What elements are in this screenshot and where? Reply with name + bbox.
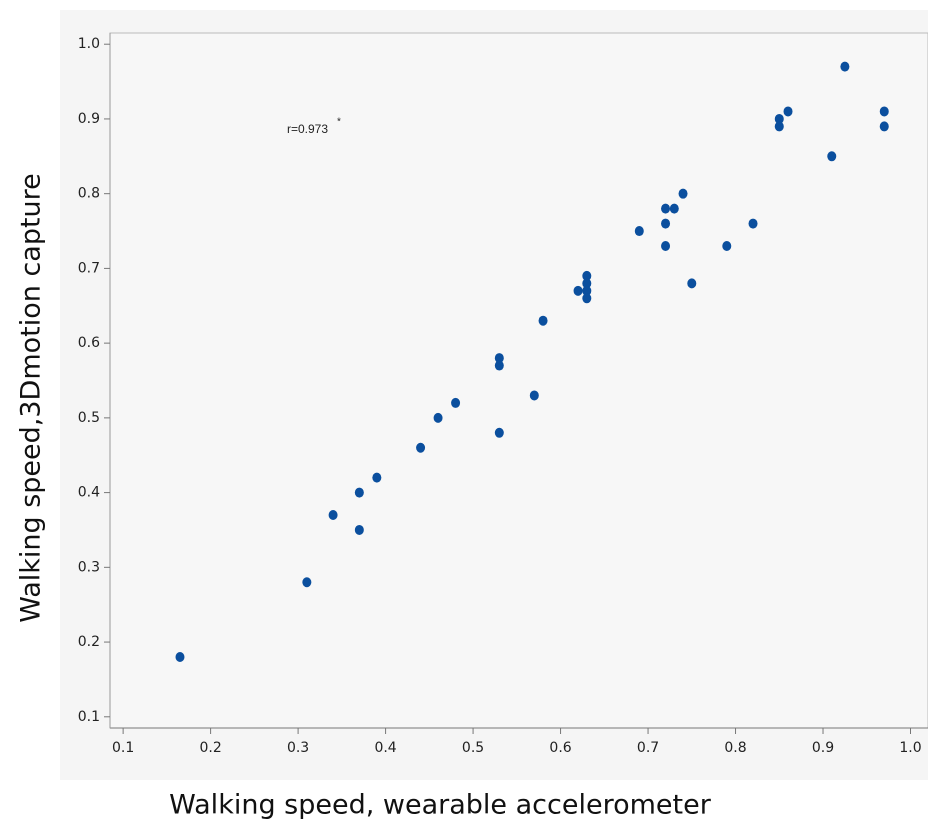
point <box>774 121 784 132</box>
annotation-mark: * <box>337 117 341 128</box>
point <box>494 353 504 364</box>
point <box>840 61 850 72</box>
point <box>451 397 461 408</box>
point <box>372 472 382 483</box>
annotation: r=0.973 <box>287 122 328 136</box>
x-tick-label: 0.4 <box>374 740 396 756</box>
y-tick-label: 0.5 <box>78 410 100 426</box>
x-axis-label: Walking speed, wearable accelerometer <box>169 790 712 821</box>
point <box>774 113 784 124</box>
x-tick-label: 0.2 <box>199 740 221 756</box>
y-tick-label: 0.4 <box>78 485 100 501</box>
point <box>416 442 426 453</box>
point <box>827 151 837 162</box>
x-tick-label: 0.1 <box>112 740 134 756</box>
point <box>582 278 592 289</box>
point <box>175 652 185 663</box>
point <box>783 106 793 117</box>
point <box>328 510 338 521</box>
point <box>433 412 443 423</box>
point <box>582 293 592 304</box>
x-tick-label: 0.8 <box>724 740 746 756</box>
point <box>678 188 688 199</box>
point <box>538 315 548 326</box>
x-tick-label: 0.7 <box>637 740 659 756</box>
point <box>661 240 671 251</box>
y-tick-label: 0.8 <box>78 186 100 202</box>
point <box>634 226 644 237</box>
x-tick-label: 0.6 <box>549 740 571 756</box>
y-axis-label: Walking speed,3Dmotion capture <box>16 173 47 623</box>
point <box>529 390 539 401</box>
point <box>879 106 889 117</box>
y-tick-label: 0.1 <box>78 709 100 725</box>
y-tick-label: 1.0 <box>78 36 100 52</box>
y-tick-label: 0.7 <box>78 260 100 276</box>
point <box>722 240 732 251</box>
point <box>661 203 671 214</box>
point <box>582 270 592 281</box>
x-tick-label: 0.9 <box>812 740 834 756</box>
y-tick-label: 0.6 <box>78 335 100 351</box>
point <box>354 524 364 535</box>
point <box>687 278 697 289</box>
point <box>748 218 758 229</box>
plot-area <box>109 32 928 729</box>
point <box>354 487 364 498</box>
point <box>879 121 889 132</box>
point <box>669 203 679 214</box>
y-tick-label: 0.2 <box>78 634 100 650</box>
point <box>302 577 312 588</box>
y-tick-label: 0.9 <box>78 111 100 127</box>
point <box>494 427 504 438</box>
x-tick-label: 0.3 <box>287 740 309 756</box>
point <box>661 218 671 229</box>
x-tick-label: 1.0 <box>899 740 921 756</box>
x-tick-label: 0.5 <box>462 740 484 756</box>
point <box>582 285 592 296</box>
point <box>494 360 504 371</box>
y-tick-label: 0.3 <box>78 559 100 575</box>
point <box>573 285 583 296</box>
